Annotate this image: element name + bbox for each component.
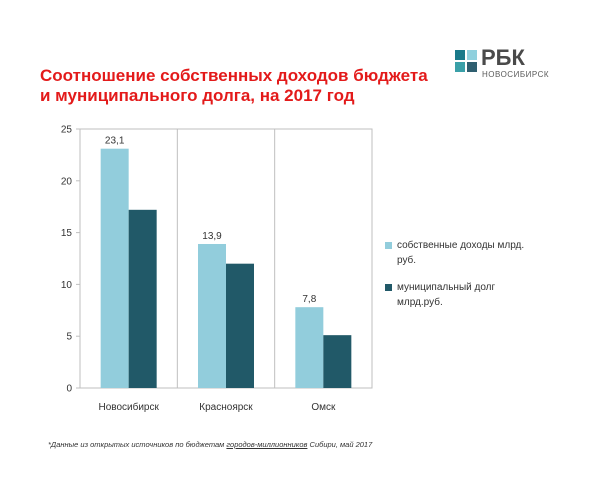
rbc-logo-text: РБК <box>481 45 525 70</box>
x-category-label: Омск <box>311 402 336 413</box>
bar-own-revenue <box>198 243 226 388</box>
y-tick-label: 5 <box>66 332 72 343</box>
bar-own-revenue <box>295 307 324 388</box>
chart-title-line-1: Соотношение собственных доходов бюджета <box>40 66 428 85</box>
footnote-text-before: *Данные из открытых источников по бюджет… <box>48 440 227 449</box>
logo-mark-block-1 <box>455 50 465 60</box>
data-label: 23,1 <box>105 136 125 147</box>
bar-municipal-debt <box>128 209 157 388</box>
footnote-text-underlined: городов-миллионников <box>226 440 308 449</box>
rbc-logo-mark-icon <box>455 50 477 72</box>
data-label: 13,9 <box>202 231 222 242</box>
rbc-logo-subtitle: НОВОСИБИРСК <box>482 70 550 79</box>
legend-label-municipal-debt-line-1: муниципальный долг <box>397 282 496 293</box>
legend-swatch-own-revenue <box>385 242 392 249</box>
legend-item-own-revenue: собственные доходы млрд. руб. <box>385 238 575 268</box>
legend-label-own-revenue-line-1: собственные доходы млрд. <box>397 240 525 251</box>
bar-own-revenue <box>100 148 129 388</box>
y-tick-label: 10 <box>61 280 73 291</box>
chart-legend: собственные доходы млрд. руб. муниципаль… <box>385 238 575 322</box>
y-tick-label: 0 <box>66 384 72 395</box>
y-tick-label: 25 <box>61 125 73 136</box>
chart-title-line-2: и муниципального долга, на 2017 год <box>40 86 355 105</box>
footnote: *Данные из открытых источников по бюджет… <box>48 440 372 449</box>
footnote-text-after: Сибири, май 2017 <box>307 440 373 449</box>
logo-mark-block-2 <box>467 50 477 60</box>
legend-swatch-municipal-debt <box>385 284 392 291</box>
legend-item-municipal-debt: муниципальный долг млрд.руб. <box>385 280 575 310</box>
y-tick-label: 20 <box>61 176 73 187</box>
bar-municipal-debt <box>226 263 254 388</box>
logo-mark-block-4 <box>467 62 477 72</box>
y-tick-label: 15 <box>61 228 73 239</box>
data-label: 7,8 <box>302 294 316 305</box>
plot-area: 0 5 10 15 20 25 23,1 Новосибирск 13,9 Красноярск 7… <box>61 125 373 413</box>
bar-municipal-debt <box>323 335 352 388</box>
x-category-label: Новосибирск <box>98 401 159 413</box>
legend-label-own-revenue-line-2: руб. <box>397 255 417 266</box>
x-category-label: Красноярск <box>199 402 253 413</box>
chart-title: Соотношение собственных доходов бюджета … <box>40 66 460 106</box>
rbc-logo: РБК НОВОСИБИРСК <box>455 46 565 86</box>
legend-label-municipal-debt-line-2: млрд.руб. <box>397 297 443 308</box>
logo-mark-block-3 <box>455 62 465 72</box>
